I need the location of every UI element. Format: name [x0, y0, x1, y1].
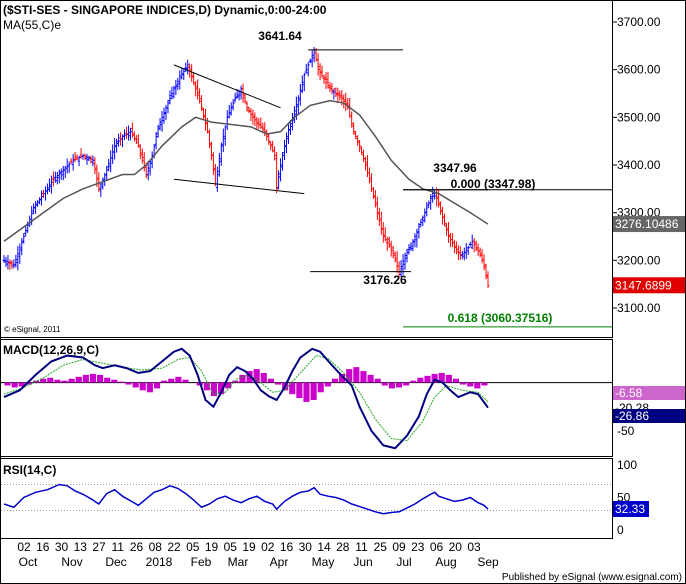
level-label: 3176.26 — [363, 273, 407, 287]
x-tick-label: 16 — [280, 540, 294, 554]
x-tick-label: 19 — [205, 540, 219, 554]
x-tick-label: 11 — [112, 540, 125, 554]
price-panel — [0, 0, 613, 338]
x-tick-label: 23 — [411, 540, 425, 554]
ma-value-label: 3276.10486 — [615, 217, 679, 231]
level-label: 3347.96 — [433, 161, 477, 175]
x-month-label: Jul — [396, 555, 411, 569]
x-month-label: Mar — [228, 555, 249, 569]
rsi-y-tick-label: 100 — [617, 458, 637, 472]
x-month-label: May — [312, 555, 335, 569]
rsi-value-tag — [613, 500, 649, 517]
x-tick-label: 25 — [374, 540, 388, 554]
price-y-tick-label: 3700.00 — [617, 15, 661, 29]
x-month-label: Jun — [353, 555, 372, 569]
trend-line — [173, 178, 305, 195]
rsi-title: RSI(14,C) — [3, 463, 56, 477]
x-month-label: Oct — [19, 555, 38, 569]
macd-y-tick-label: -50 — [617, 424, 635, 438]
x-tick-label: 30 — [299, 540, 313, 554]
ma-value-tag — [613, 216, 685, 233]
copyright-label: © eSignal, 2011 — [4, 325, 61, 334]
macd-value-label: -6.58 — [615, 386, 643, 400]
x-month-label: Nov — [61, 555, 82, 569]
level-label: 0.000 (3347.98) — [451, 177, 536, 191]
x-tick-label: 06 — [430, 540, 444, 554]
x-tick-label: 20 — [449, 540, 463, 554]
rsi-line — [3, 483, 489, 515]
x-tick-label: 13 — [74, 540, 88, 554]
rsi-value-label: 32.33 — [615, 502, 645, 516]
price-y-tick-label: 3100.00 — [617, 301, 661, 315]
close-value-label: 3147.6899 — [615, 278, 672, 292]
x-month-label: 2018 — [146, 555, 173, 569]
level-label: 3641.64 — [258, 29, 302, 43]
close-value-tag — [613, 277, 685, 294]
x-tick-label: 27 — [92, 540, 106, 554]
trend-line — [173, 64, 281, 109]
ma-label: MA(55,C)e — [3, 18, 61, 32]
macd-panel — [0, 339, 613, 457]
macd-value-label: -26.86 — [615, 409, 649, 423]
x-tick-label: 03 — [467, 540, 481, 554]
price-y-tick-label: 3600.00 — [617, 63, 661, 77]
rsi-panel — [0, 458, 613, 539]
chart-title: ($STI-SES - SINGAPORE INDICES,D) Dynamic… — [3, 3, 327, 17]
x-tick-label: 11 — [355, 540, 368, 554]
macd-value-tag — [613, 409, 685, 423]
x-tick-label: 16 — [36, 540, 50, 554]
x-tick-label: 05 — [186, 540, 200, 554]
macd-signal-line — [3, 355, 489, 442]
x-tick-label: 02 — [17, 540, 31, 554]
x-month-label: Aug — [435, 555, 456, 569]
x-month-label: Apr — [270, 555, 289, 569]
x-tick-label: 22 — [167, 540, 181, 554]
price-y-tick-label: 3400.00 — [617, 158, 661, 172]
publisher-label: Published by eSignal (www.esignal.com) — [502, 572, 682, 583]
x-tick-label: 09 — [392, 540, 406, 554]
level-label: 0.618 (3060.37516) — [448, 311, 553, 325]
x-tick-label: 05 — [224, 540, 238, 554]
x-tick-label: 19 — [242, 540, 256, 554]
ma-line — [3, 99, 489, 242]
x-month-label: Feb — [191, 555, 212, 569]
x-tick-label: 14 — [317, 540, 331, 554]
x-tick-label: 08 — [149, 540, 163, 554]
macd-value-tag — [613, 386, 685, 400]
price-y-tick-label: 3500.00 — [617, 110, 661, 124]
x-month-label: Sep — [477, 555, 499, 569]
x-tick-label: 30 — [55, 540, 69, 554]
macd-line — [3, 347, 489, 450]
x-tick-label: 02 — [261, 540, 275, 554]
x-tick-label: 26 — [130, 540, 144, 554]
x-month-label: Dec — [105, 555, 126, 569]
price-y-tick-label: 3200.00 — [617, 253, 661, 267]
x-tick-label: 28 — [336, 540, 350, 554]
rsi-y-tick-label: 0 — [617, 523, 624, 537]
macd-title: MACD(12,26,9,C) — [3, 343, 99, 357]
